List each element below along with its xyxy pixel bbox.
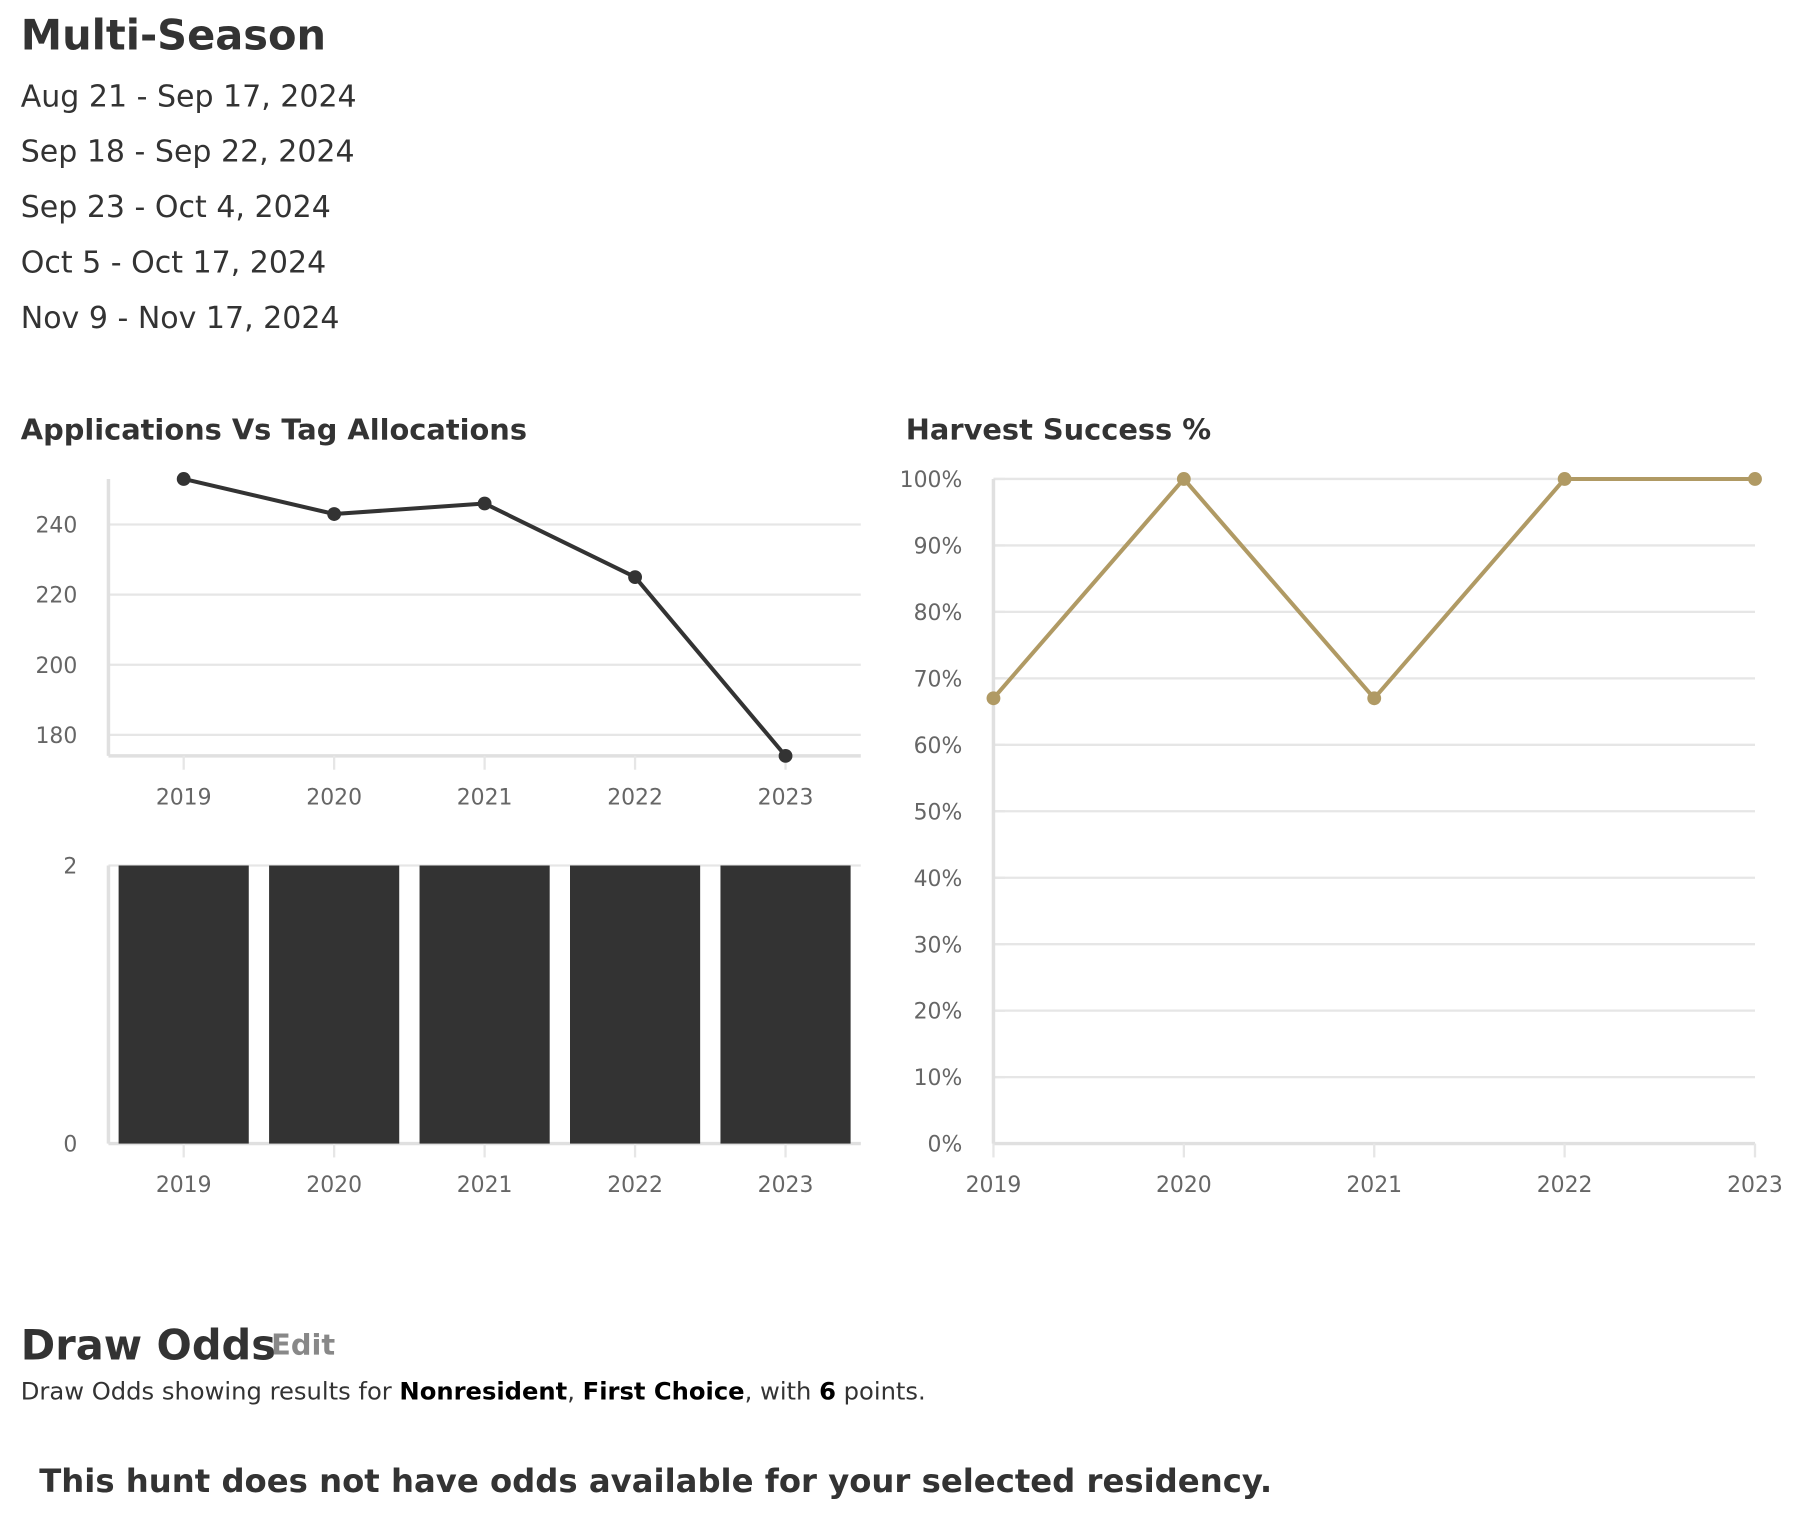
summary-text: , with <box>745 1378 819 1406</box>
y-tick-label: 80% <box>914 601 963 626</box>
residency: Nonresident <box>399 1378 567 1406</box>
y-tick-label: 0 <box>63 1133 77 1158</box>
no-odds-message: This hunt does not have odds available f… <box>39 1462 1272 1500</box>
summary-text: Draw Odds showing results for <box>21 1378 400 1406</box>
line <box>991 476 1755 701</box>
summary-text: , <box>567 1378 582 1406</box>
point <box>1367 691 1382 706</box>
y-tick-label: 20% <box>914 1000 963 1025</box>
y-tick-label: 70% <box>914 667 963 692</box>
point <box>1557 472 1572 486</box>
bar <box>118 865 249 1144</box>
line <box>183 476 788 758</box>
y-tick-label: 50% <box>914 800 963 825</box>
season-date: Nov 9 - Nov 17, 2024 <box>21 301 340 336</box>
x-tick-label: 2021 <box>1346 1173 1402 1198</box>
bar <box>419 865 550 1144</box>
y-tick-label: 2 <box>63 855 77 880</box>
x-tick-label: 2023 <box>1727 1173 1783 1198</box>
y-tick-label: 60% <box>914 734 963 759</box>
chart-title: Applications Vs Tag Allocations <box>21 413 527 447</box>
x-tick-label: 2020 <box>1156 1173 1212 1198</box>
point <box>477 496 492 511</box>
season-date: Sep 23 - Oct 4, 2024 <box>21 190 331 225</box>
x-tick-label: 2023 <box>758 785 814 810</box>
summary: Draw Odds showing results for Nonresiden… <box>21 1378 926 1406</box>
y-tick-label: 220 <box>35 584 77 609</box>
x-tick-label: 2019 <box>156 785 212 810</box>
y-tick-label: 180 <box>35 724 77 749</box>
y-tick-label: 10% <box>914 1066 963 1091</box>
x-tick-label: 2020 <box>306 785 362 810</box>
season-date: Sep 18 - Sep 22, 2024 <box>21 135 355 170</box>
season-date: Oct 5 - Oct 17, 2024 <box>21 245 326 280</box>
x-tick-label: 2022 <box>1537 1173 1593 1198</box>
y-tick-label: 240 <box>35 514 77 539</box>
summary-text: points. <box>836 1378 926 1406</box>
season-date: Aug 21 - Sep 17, 2024 <box>21 79 357 114</box>
bar <box>570 865 701 1144</box>
point <box>1748 472 1762 486</box>
choice: First Choice <box>583 1378 745 1406</box>
x-tick-label: 2019 <box>156 1173 212 1198</box>
chart-title: Harvest Success % <box>906 413 1211 447</box>
x-tick-label: 2020 <box>306 1173 362 1198</box>
x-tick-label: 2019 <box>966 1173 1022 1198</box>
y-tick-label: 100% <box>900 468 963 493</box>
x-tick-label: 2023 <box>758 1173 814 1198</box>
section-title: Draw Odds <box>21 1320 276 1369</box>
x-tick-label: 2022 <box>607 785 663 810</box>
point <box>1176 472 1191 486</box>
point <box>176 472 191 486</box>
points: 6 <box>819 1378 836 1406</box>
y-tick-label: 0% <box>928 1133 963 1158</box>
x-tick-label: 2021 <box>457 785 513 810</box>
y-tick-label: 90% <box>914 535 963 560</box>
y-tick-label: 30% <box>914 933 963 958</box>
bar <box>720 865 851 1144</box>
page-title: Multi-Season <box>21 11 326 60</box>
point <box>778 748 793 763</box>
edit-link[interactable]: Edit <box>271 1328 335 1362</box>
y-tick-label: 40% <box>914 867 963 892</box>
point <box>628 570 642 585</box>
point <box>986 691 1001 706</box>
x-tick-label: 2022 <box>607 1173 663 1198</box>
y-tick-label: 200 <box>35 654 77 679</box>
x-tick-label: 2021 <box>457 1173 513 1198</box>
bar <box>269 865 400 1144</box>
point <box>327 507 342 521</box>
